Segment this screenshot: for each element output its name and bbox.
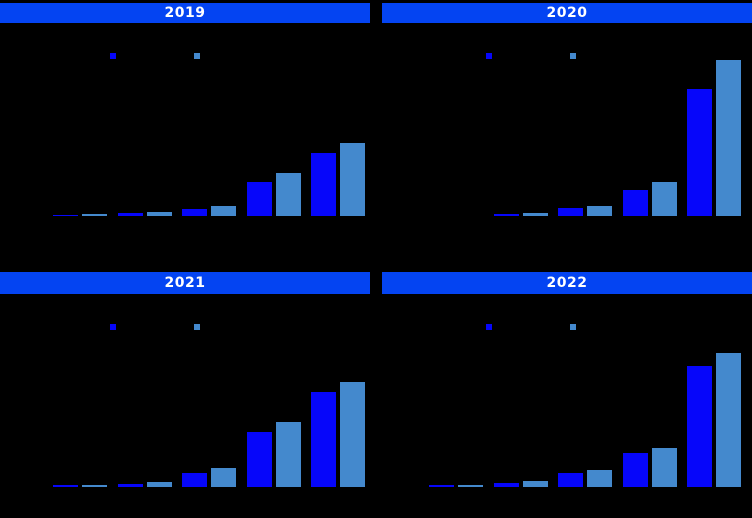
bar <box>716 353 741 487</box>
bar <box>340 382 365 487</box>
bar <box>587 470 612 487</box>
bar <box>182 209 207 216</box>
bar <box>429 485 454 487</box>
bar <box>211 206 236 216</box>
legend-swatch-light-blue-icon <box>570 53 576 59</box>
bar <box>247 182 272 216</box>
bar <box>652 448 677 487</box>
bar <box>118 484 143 487</box>
bar <box>687 89 712 216</box>
bar <box>623 190 648 216</box>
bar <box>311 153 336 216</box>
bar <box>494 483 519 487</box>
chart-panel-2022: 2022 <box>376 259 752 518</box>
bar <box>458 485 483 487</box>
chart-panel-2019: 2019 <box>0 0 376 259</box>
bar <box>652 182 677 216</box>
legend-swatch-light-blue-icon <box>570 324 576 330</box>
bar <box>340 143 365 216</box>
bar <box>147 212 172 216</box>
panel-title: 2019 <box>0 3 370 23</box>
plot-area <box>376 259 752 518</box>
plot-area <box>376 0 752 259</box>
bar <box>587 206 612 216</box>
panel-title: 2022 <box>382 272 752 294</box>
bar <box>182 473 207 487</box>
legend-swatch-dark-blue-icon <box>110 53 116 59</box>
bar <box>82 214 107 216</box>
bar <box>558 208 583 216</box>
bar <box>211 468 236 487</box>
legend-swatch-dark-blue-icon <box>486 53 492 59</box>
legend-swatch-dark-blue-icon <box>110 324 116 330</box>
chart-panel-2020: 2020 <box>376 0 752 259</box>
bar <box>53 215 78 216</box>
bar <box>311 392 336 487</box>
chart-panel-2021: 2021 <box>0 259 376 518</box>
bar <box>687 366 712 487</box>
bar <box>494 214 519 216</box>
bar <box>53 485 78 487</box>
bar <box>716 60 741 216</box>
plot-area <box>0 259 376 518</box>
bar <box>623 453 648 487</box>
bar <box>247 432 272 487</box>
legend-swatch-dark-blue-icon <box>486 324 492 330</box>
bar <box>558 473 583 487</box>
bar <box>276 173 301 216</box>
legend-swatch-light-blue-icon <box>194 324 200 330</box>
panel-title: 2021 <box>0 272 370 294</box>
panel-title: 2020 <box>382 3 752 23</box>
bar <box>276 422 301 487</box>
bar <box>82 485 107 487</box>
bar <box>118 213 143 216</box>
bar <box>147 482 172 487</box>
bar <box>523 213 548 216</box>
bar <box>523 481 548 487</box>
plot-area <box>0 0 376 259</box>
legend-swatch-light-blue-icon <box>194 53 200 59</box>
